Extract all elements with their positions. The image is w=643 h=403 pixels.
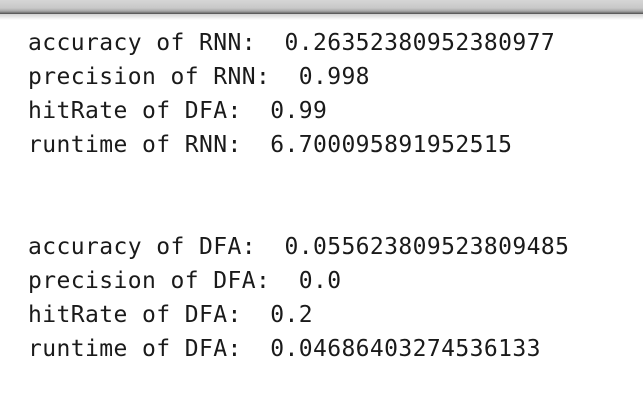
dfa-precision-line: precision of DFA: 0.0 — [28, 268, 342, 294]
rnn-precision-line: precision of RNN: 0.998 — [28, 64, 370, 90]
rnn-accuracy-line: accuracy of RNN: 0.26352380952380977 — [28, 30, 556, 56]
rnn-runtime-line: runtime of RNN: 6.700095891952515 — [28, 132, 513, 158]
dfa-hitrate-line: hitRate of DFA: 0.2 — [28, 302, 313, 328]
rnn-hitrate-line: hitRate of DFA: 0.99 — [28, 98, 328, 124]
dfa-runtime-line: runtime of DFA: 0.04686403274536133 — [28, 336, 541, 362]
dfa-accuracy-line: accuracy of DFA: 0.055623809523809485 — [28, 234, 570, 260]
window-top-edge — [0, 0, 643, 20]
